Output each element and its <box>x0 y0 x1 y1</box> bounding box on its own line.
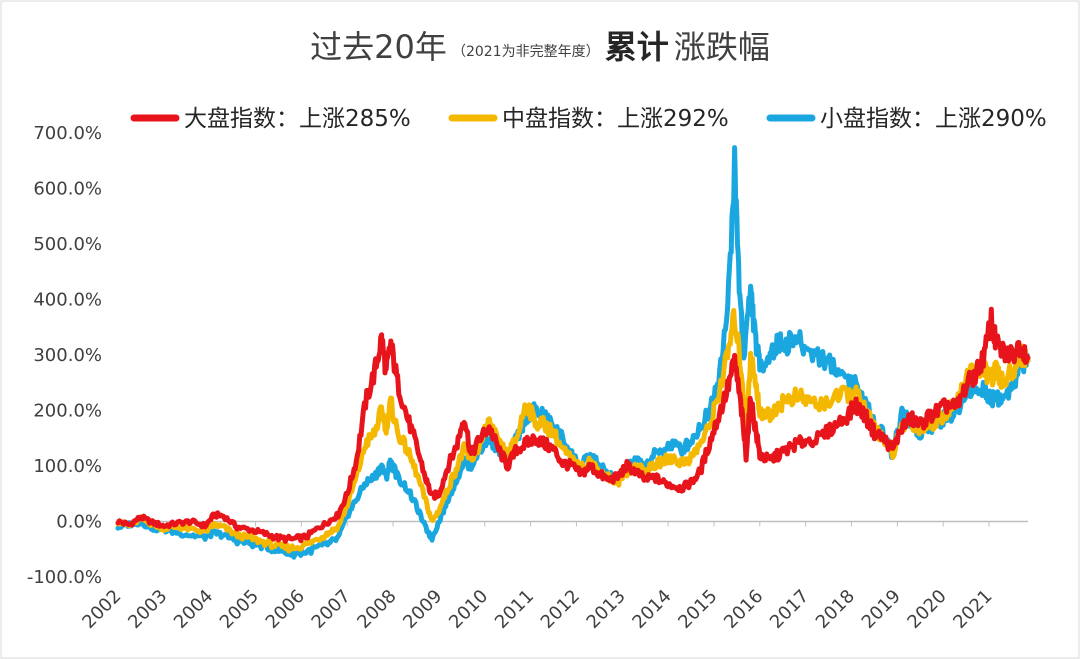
legend-label-mid: 中盘指数：上涨292% <box>502 106 729 132</box>
y-tick-label: 300.0% <box>33 345 102 366</box>
y-axis: -100.0% 0.0% 100.0% 200.0% 300.0% 400.0% 500.0… <box>27 123 102 588</box>
legend: 大盘指数：上涨285% 中盘指数：上涨292% 小盘指数：上涨290% <box>130 106 1047 132</box>
y-tick-label: 0.0% <box>56 512 102 533</box>
y-tick-label: 200.0% <box>33 401 102 422</box>
series-line-large <box>115 306 1031 544</box>
title-tail: 涨跌幅 <box>674 28 770 66</box>
y-tick-label: 700.0% <box>33 123 102 144</box>
y-tick-label: 500.0% <box>33 234 102 255</box>
legend-label-large: 大盘指数：上涨285% <box>184 106 411 132</box>
y-tick-label: 400.0% <box>33 290 102 311</box>
y-tick-label: 600.0% <box>33 179 102 200</box>
y-tick-label: 100.0% <box>33 456 102 477</box>
y-tick-label: -100.0% <box>27 567 102 588</box>
title-bold: 累计 <box>605 28 669 66</box>
legend-label-small: 小盘指数：上涨290% <box>820 106 1047 132</box>
title-note: （2021为非完整年度） <box>452 44 600 60</box>
chart-title: 过去20年 （2021为非完整年度） 累计 涨跌幅 <box>310 28 770 66</box>
series-layer <box>115 145 1031 560</box>
title-main: 过去20年 <box>310 28 447 66</box>
